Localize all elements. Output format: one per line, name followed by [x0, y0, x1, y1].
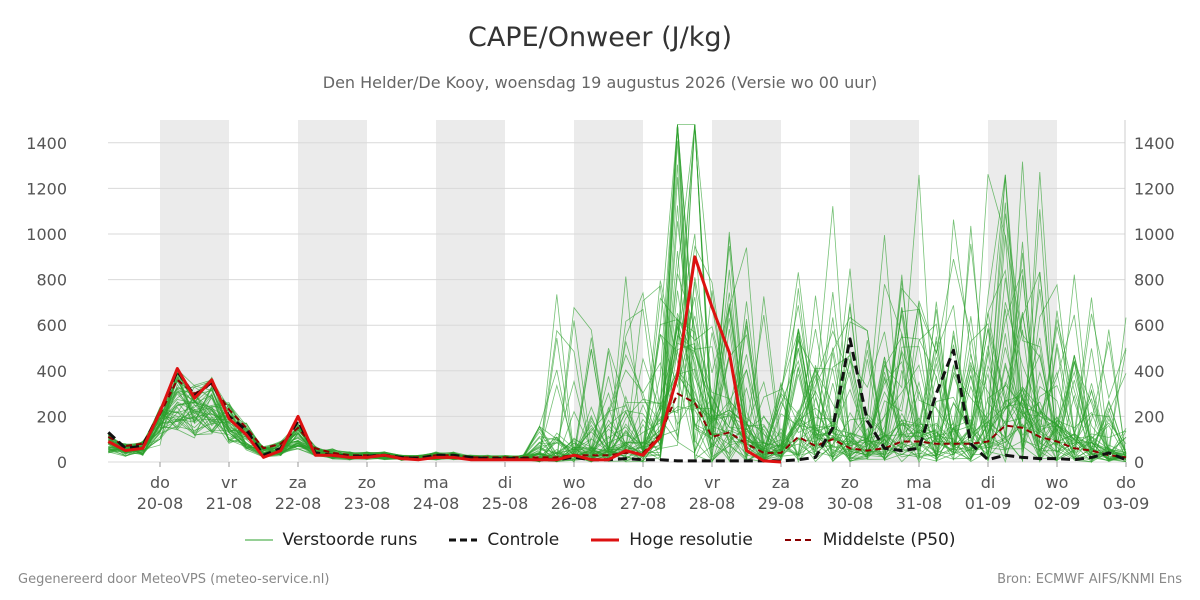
y-tick-label-left: 200 [36, 407, 67, 426]
y-tick-label-right: 0 [1134, 453, 1144, 472]
x-tick-day: do [1116, 473, 1136, 492]
x-tick-day: ma [906, 473, 931, 492]
x-tick-day: do [633, 473, 653, 492]
hires-line [107, 255, 782, 464]
x-tick-day: zo [358, 473, 376, 492]
y-tick-label-right: 600 [1134, 316, 1165, 335]
x-tick-date: 24-08 [413, 494, 460, 513]
legend-label-median: Middelste (P50) [822, 530, 956, 550]
legend-label-hires: Hoge resolutie [629, 530, 753, 550]
y-tick-label-right: 200 [1134, 407, 1165, 426]
y-tick-label-right: 1200 [1134, 179, 1175, 198]
legend-swatch-median [784, 539, 813, 541]
x-tick-date: 31-08 [896, 494, 943, 513]
y-tick-label-left: 400 [36, 362, 67, 381]
ensemble-member-line [108, 297, 1127, 463]
legend-label-ensemble: Verstoorde runs [282, 530, 418, 550]
legend-item-median[interactable]: Middelste (P50) [784, 530, 956, 550]
legend-label-control: Controle [487, 530, 560, 550]
ensemble-member-line [108, 205, 1127, 463]
legend-item-hires[interactable]: Hoge resolutie [591, 530, 753, 550]
x-tick-day: za [772, 473, 790, 492]
footer-source: Bron: ECMWF AIFS/KNMI Ens [997, 572, 1182, 587]
legend-item-ensemble[interactable]: Verstoorde runs [244, 530, 418, 550]
x-tick-date: 02-09 [1034, 494, 1081, 513]
shaded-day-band [850, 120, 919, 462]
page-title: CAPE/Onweer (J/kg) [467, 22, 732, 53]
shaded-day-band [712, 120, 781, 462]
y-tick-label-left: 1000 [26, 225, 67, 244]
x-tick-date: 20-08 [137, 494, 184, 513]
x-tick-date: 03-09 [1103, 494, 1150, 513]
ensemble-member-line [108, 221, 1127, 463]
legend-swatch-hires [591, 538, 620, 542]
x-tick-day: ma [423, 473, 448, 492]
page-subtitle: Den Helder/De Kooy, woensdag 19 augustus… [322, 73, 878, 92]
x-tick-date: 29-08 [758, 494, 805, 513]
footer-generated-by: Gegenereerd door MeteoVPS (meteo-service… [18, 572, 330, 587]
legend-swatch-ensemble [244, 539, 273, 541]
y-tick-label-right: 1400 [1134, 134, 1175, 153]
x-tick-day: zo [841, 473, 859, 492]
control-line [107, 337, 1127, 463]
chart-legend: Verstoorde runs Controle Hoge resolutie … [0, 530, 1200, 550]
x-tick-date: 23-08 [344, 494, 391, 513]
x-tick-day: di [981, 473, 996, 492]
x-tick-day: za [289, 473, 307, 492]
y-tick-label-right: 1000 [1134, 225, 1175, 244]
x-tick-day: vr [221, 473, 237, 492]
x-tick-day: vr [704, 473, 720, 492]
y-tick-label-right: 400 [1134, 362, 1165, 381]
x-tick-date: 21-08 [206, 494, 253, 513]
x-tick-date: 26-08 [551, 494, 598, 513]
x-tick-date: 30-08 [827, 494, 874, 513]
y-tick-label-left: 1400 [26, 134, 67, 153]
x-tick-date: 27-08 [620, 494, 667, 513]
y-tick-label-right: 800 [1134, 271, 1165, 290]
shaded-day-band [436, 120, 505, 462]
x-tick-day: wo [563, 473, 586, 492]
legend-swatch-control [449, 538, 478, 542]
y-tick-label-left: 1200 [26, 179, 67, 198]
x-tick-day: di [498, 473, 513, 492]
ensemble-member-line [108, 269, 1127, 463]
y-tick-label-left: 0 [57, 453, 67, 472]
x-tick-date: 28-08 [689, 494, 736, 513]
x-tick-date: 01-09 [965, 494, 1012, 513]
y-tick-label-left: 800 [36, 271, 67, 290]
x-tick-day: wo [1046, 473, 1069, 492]
shaded-day-band [298, 120, 367, 462]
x-tick-date: 25-08 [482, 494, 529, 513]
legend-item-control[interactable]: Controle [449, 530, 559, 550]
x-tick-date: 22-08 [275, 494, 322, 513]
x-tick-day: do [150, 473, 170, 492]
y-tick-label-left: 600 [36, 316, 67, 335]
